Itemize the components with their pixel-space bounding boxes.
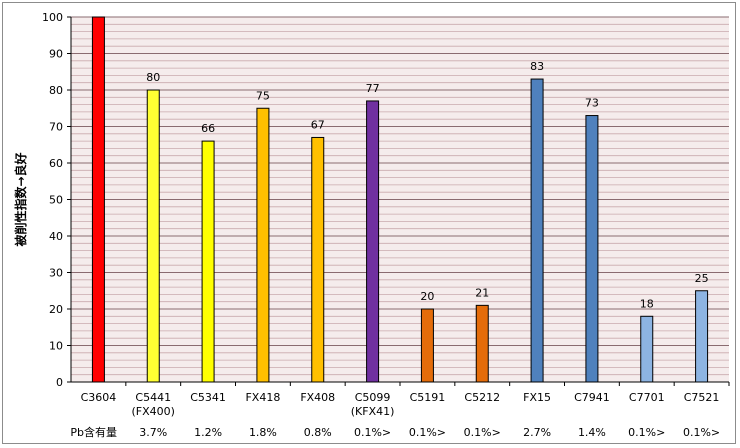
- x-category-label: FX418: [245, 391, 280, 404]
- y-tick-label: 10: [49, 340, 63, 353]
- bar-fx418: [256, 107, 270, 383]
- y-tick-label: 0: [56, 376, 63, 389]
- data-label: 20: [420, 290, 434, 303]
- data-label: 66: [201, 122, 215, 135]
- x-category-label: C7941: [574, 391, 610, 404]
- pb-content-value: 0.1%>: [628, 426, 665, 439]
- bar-c5441: [146, 89, 160, 383]
- bar-c5099: [366, 100, 380, 383]
- bar-chart: 0 10 20 30 40 50 60 70 80 90 100 被削性指数→良好 C3604 80 C54…: [13, 11, 730, 439]
- bar-c5341: [201, 140, 215, 383]
- x-category-label: C5191: [410, 391, 446, 404]
- bar-c3604: [91, 16, 105, 383]
- x-category-label: C5212: [464, 391, 500, 404]
- pb-row-label: Pb含有量: [70, 425, 117, 439]
- data-label: 77: [366, 82, 380, 95]
- bar-fx408: [311, 136, 325, 383]
- y-tick-label: 100: [42, 11, 63, 24]
- bar-c7521: [695, 290, 709, 383]
- x-category-label: C5099: [355, 391, 391, 404]
- y-tick-label: 80: [49, 84, 63, 97]
- y-tick-label: 40: [49, 230, 63, 243]
- x-category-label: (KFX41): [351, 405, 395, 418]
- pb-content-value: 1.4%: [578, 426, 606, 439]
- x-category-label: C7701: [629, 391, 665, 404]
- y-tick-label: 90: [49, 48, 63, 61]
- data-label: 83: [530, 60, 544, 73]
- bar-c5212: [475, 304, 489, 383]
- pb-content-value: 0.1%>: [354, 426, 391, 439]
- data-label: 25: [695, 272, 709, 285]
- data-label: 80: [146, 71, 160, 84]
- x-category-label: C5341: [190, 391, 226, 404]
- y-tick-label: 30: [49, 267, 63, 280]
- bar-c7701: [640, 315, 654, 383]
- y-axis-title: 被削性指数→良好: [13, 152, 28, 246]
- x-category-label: C7521: [684, 391, 720, 404]
- data-label: 21: [475, 286, 489, 299]
- x-category-label: FX408: [300, 391, 335, 404]
- chart-frame: 0 10 20 30 40 50 60 70 80 90 100 被削性指数→良好 C3604 80 C54…: [2, 2, 736, 444]
- pb-content-value: 0.1%>: [409, 426, 446, 439]
- pb-content-value: 1.8%: [249, 426, 277, 439]
- pb-content-value: 1.2%: [194, 426, 222, 439]
- x-category-label: C5441: [135, 391, 171, 404]
- pb-content-value: 0.1%>: [464, 426, 501, 439]
- data-label: 73: [585, 97, 599, 110]
- data-label: 75: [256, 89, 270, 102]
- y-tick-label: 70: [49, 121, 63, 134]
- y-tick-label: 20: [49, 303, 63, 316]
- bar-fx15: [530, 78, 544, 383]
- y-tick-label: 60: [49, 157, 63, 170]
- data-label: 67: [311, 118, 325, 131]
- x-category-label: C3604: [81, 391, 117, 404]
- pb-content-value: 0.8%: [304, 426, 332, 439]
- x-category-label: (FX400): [132, 405, 175, 418]
- bar-c5191: [420, 308, 434, 383]
- pb-content-value: 0.1%>: [683, 426, 720, 439]
- pb-content-value: 2.7%: [523, 426, 551, 439]
- y-tick-label: 50: [49, 194, 63, 207]
- bar-c7941: [585, 115, 599, 383]
- pb-content-value: 3.7%: [139, 426, 167, 439]
- x-category-label: FX15: [523, 391, 551, 404]
- data-label: 18: [640, 297, 654, 310]
